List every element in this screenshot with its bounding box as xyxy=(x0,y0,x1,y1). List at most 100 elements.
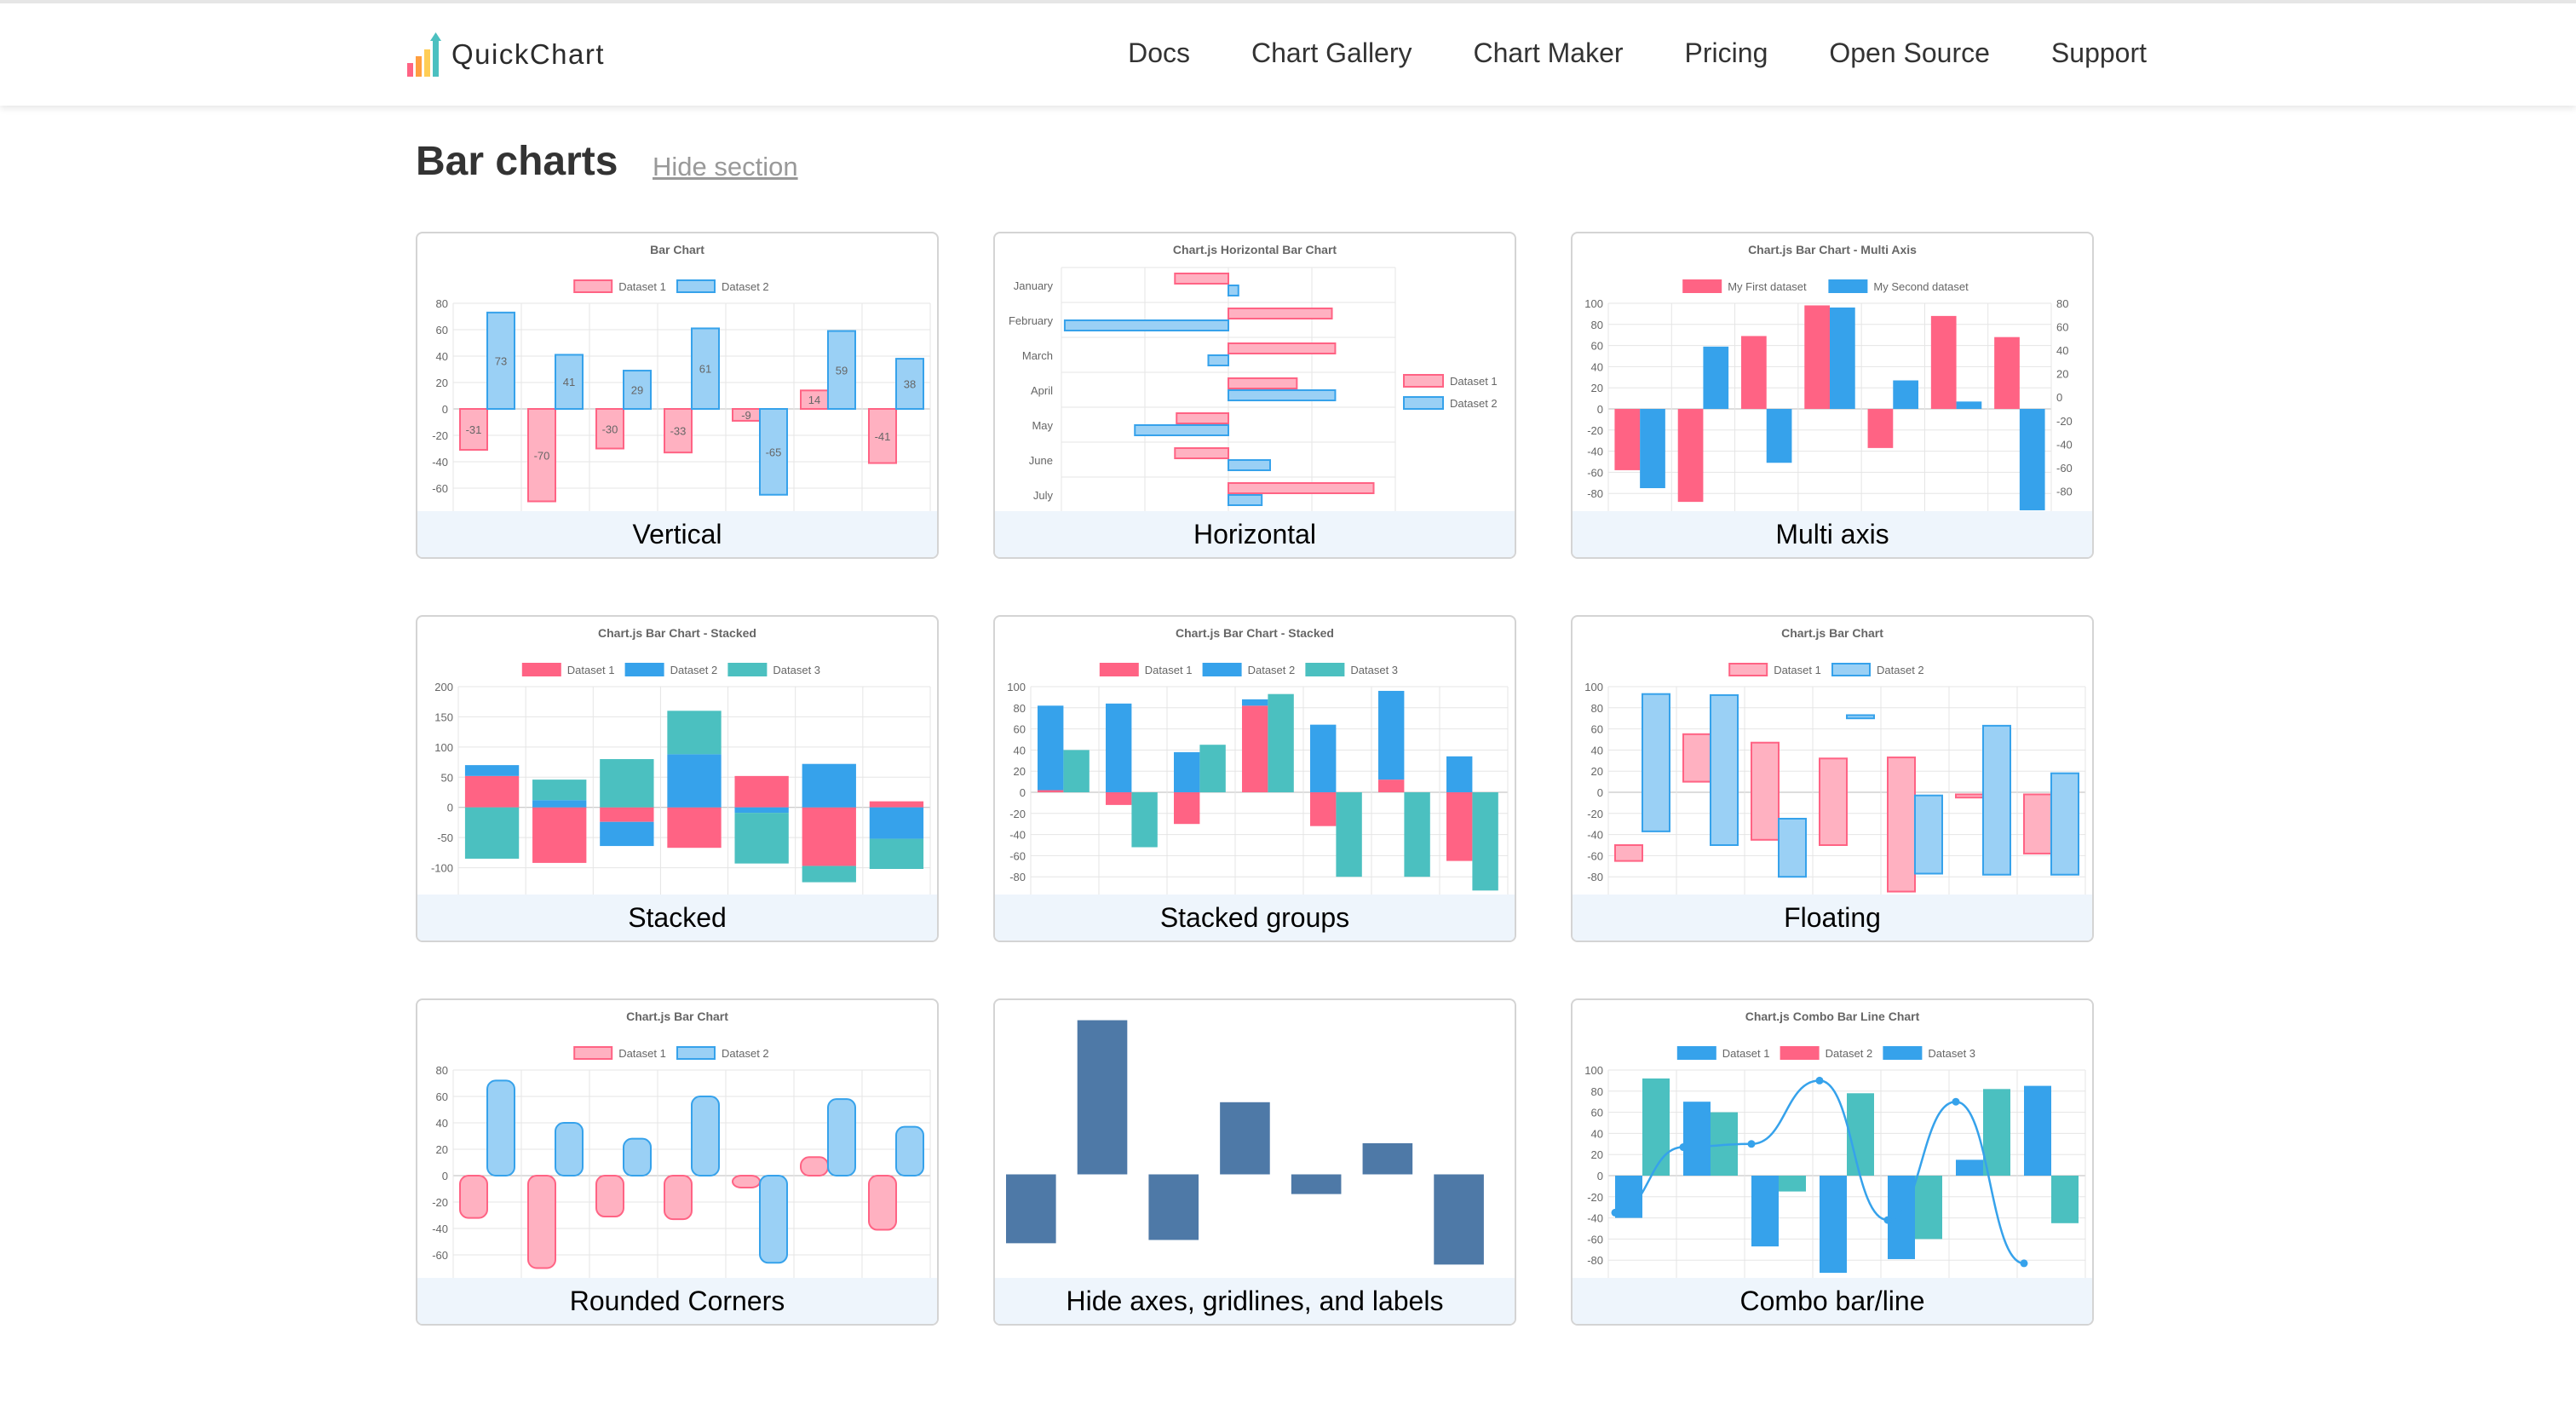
category-label: February xyxy=(1009,314,1054,327)
bar xyxy=(1174,792,1200,825)
bar xyxy=(464,765,520,776)
bar xyxy=(532,800,587,808)
y-tick-label: -100 xyxy=(1581,892,1603,895)
bar xyxy=(1106,792,1132,805)
chart-card-floating[interactable]: Chart.js Bar Chart 100 80 60 40 20 0 -20 -40 -60 -… xyxy=(1571,615,2094,942)
bar xyxy=(1220,1102,1270,1175)
bar xyxy=(691,327,720,410)
bar xyxy=(800,1156,829,1177)
legend-swatch xyxy=(573,279,613,293)
legend-swatch xyxy=(676,279,716,293)
y2-tick-label: 80 xyxy=(2056,297,2068,310)
legend-swatch xyxy=(1403,374,1444,388)
chart-thumbnail xyxy=(1006,1020,1484,1265)
y-tick-label: -20 xyxy=(432,1196,448,1209)
legend-swatch xyxy=(624,663,664,676)
data-label: -41 xyxy=(875,430,891,443)
legend-label: Dataset 1 xyxy=(1722,1047,1770,1060)
bar xyxy=(1703,346,1729,409)
bar xyxy=(1893,380,1918,409)
bar xyxy=(667,807,722,849)
bar xyxy=(732,1175,761,1188)
y-tick-label: 60 xyxy=(1014,723,1026,736)
chart-thumbnail: Bar Chart 80 60 40 20 0 -20 -40 -60 -80 Dataset 1 D… xyxy=(432,243,931,511)
chart-card-stacked[interactable]: Chart.js Bar Chart - Stacked 200 150 100 50 0… xyxy=(416,615,939,942)
legend-swatch xyxy=(1883,1046,1923,1060)
hide-section-link[interactable]: Hide section xyxy=(653,152,798,181)
bar xyxy=(1847,1093,1874,1176)
chart-thumbnail: Chart.js Bar Chart 100 80 60 40 20 0 -20 -40 -60 -… xyxy=(1581,626,2086,895)
bar xyxy=(623,370,652,411)
y-tick-label: 20 xyxy=(436,377,448,389)
section-title: Bar charts xyxy=(416,139,618,184)
chart-thumbnail: Chart.js Combo Bar Line Chart 100 80 60 40 20… xyxy=(1581,1010,2086,1278)
y-tick-label: 40 xyxy=(436,350,448,363)
legend-swatch xyxy=(1682,279,1722,293)
bar xyxy=(1446,756,1473,792)
bar xyxy=(1640,409,1665,488)
legend-label: Dataset 1 xyxy=(1145,664,1193,676)
bar xyxy=(1063,750,1090,792)
bar xyxy=(1642,693,1670,832)
bar xyxy=(1930,315,1957,409)
nav-docs[interactable]: Docs xyxy=(1128,37,1190,68)
nav-pricing[interactable]: Pricing xyxy=(1684,37,1768,68)
data-label: -33 xyxy=(670,425,687,438)
chart-card-stacked-groups[interactable]: Chart.js Bar Chart - Stacked 100 80 60 40 20 0… xyxy=(993,615,1516,942)
card-caption: Floating xyxy=(1573,895,2092,941)
y-tick-label: 20 xyxy=(1591,1148,1603,1161)
chart-card-horizontal[interactable]: Chart.js Horizontal Bar Chart Dataset 1 Da… xyxy=(993,232,1516,559)
y-tick-label: 0 xyxy=(447,802,453,814)
bar xyxy=(1131,792,1158,848)
bar xyxy=(734,807,789,814)
y-tick-label: -40 xyxy=(1587,446,1603,458)
y-tick-label: -60 xyxy=(1587,849,1603,862)
line-point xyxy=(1952,1097,1960,1106)
data-label: 61 xyxy=(699,363,711,376)
bar xyxy=(1982,724,2011,876)
y-tick-label: 0 xyxy=(442,1170,448,1182)
nav-chart-gallery[interactable]: Chart Gallery xyxy=(1251,37,1412,68)
y2-tick-label: -80 xyxy=(2056,485,2073,498)
nav-chart-maker[interactable]: Chart Maker xyxy=(1473,37,1624,68)
y-tick-label: -40 xyxy=(432,1223,448,1235)
bar xyxy=(532,807,587,863)
nav-support[interactable]: Support xyxy=(2050,37,2147,68)
legend-label: My First dataset xyxy=(1728,280,1807,293)
bar xyxy=(1228,308,1333,319)
data-label: 29 xyxy=(631,384,643,397)
y2-tick-label: -40 xyxy=(2056,438,2073,451)
main-nav: Docs Chart Gallery Chart Maker Pricing O… xyxy=(1067,37,2147,69)
chart-card-combo-bar-line[interactable]: Chart.js Combo Bar Line Chart 100 80 60 40 20… xyxy=(1571,998,2094,1326)
y-tick-label: 80 xyxy=(1591,702,1603,715)
y-tick-label: -20 xyxy=(1587,424,1603,437)
legend-swatch xyxy=(1403,396,1444,410)
y-tick-label: -20 xyxy=(1587,808,1603,820)
bar xyxy=(1994,337,2020,409)
bar xyxy=(802,807,856,866)
chart-card-hide-axes[interactable]: Hide axes, gridlines, and labels xyxy=(993,998,1516,1326)
bar xyxy=(895,358,924,411)
bar xyxy=(1710,693,1739,846)
chart-thumbnail: Chart.js Bar Chart - Multi Axis 100 80 60 40… xyxy=(1581,243,2079,511)
chart-card-vertical[interactable]: Bar Chart 80 60 40 20 0 -20 -40 -60 -80 Dataset 1 D… xyxy=(416,232,939,559)
bar xyxy=(868,408,897,464)
data-label: -9 xyxy=(741,409,751,422)
y-tick-label: 150 xyxy=(434,710,453,723)
legend-label: Dataset 3 xyxy=(1350,664,1398,676)
bar xyxy=(1268,693,1294,792)
chart-card-rounded-corners[interactable]: Chart.js Bar Chart 80 60 40 20 0 -20 -40 -60 -80 D… xyxy=(416,998,939,1326)
nav-open-source[interactable]: Open Source xyxy=(1829,37,1990,68)
y-tick-label: 80 xyxy=(1014,702,1026,715)
brand-name: QuickChart xyxy=(451,38,606,70)
data-label: 73 xyxy=(495,354,507,367)
logo[interactable]: QuickChart xyxy=(405,29,605,80)
chart-card-multi-axis[interactable]: Chart.js Bar Chart - Multi Axis 100 80 60 40… xyxy=(1571,232,2094,559)
bar xyxy=(1804,305,1830,409)
bar xyxy=(1819,757,1848,847)
y-tick-label: 20 xyxy=(436,1143,448,1156)
legend-swatch xyxy=(1305,663,1345,676)
bar xyxy=(1242,705,1268,792)
bar xyxy=(759,408,788,496)
bar xyxy=(2050,772,2079,876)
